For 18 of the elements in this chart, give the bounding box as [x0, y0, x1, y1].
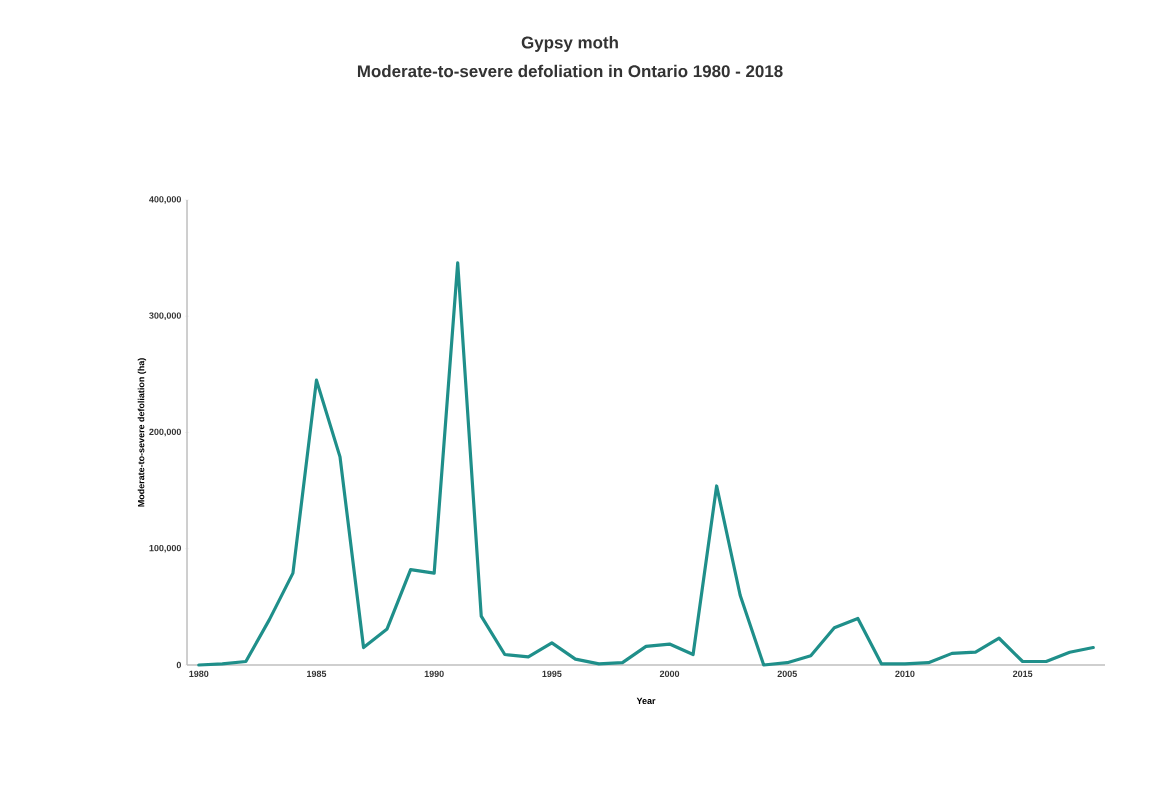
y-tick-label: 0 — [176, 661, 181, 669]
x-tick-label: 2015 — [1012, 670, 1033, 677]
y-tick-label: 100,000 — [149, 544, 181, 553]
x-tick-label: 1990 — [424, 670, 444, 677]
y-tick-label: 400,000 — [149, 196, 181, 204]
x-tick-label: 1980 — [189, 670, 209, 677]
x-tick-label: 1995 — [542, 670, 562, 677]
chart-title: Gypsy moth — [521, 36, 618, 52]
x-tick-label: 1985 — [307, 670, 327, 677]
chart-subtitle: Moderate-to-severe defoliation in Ontario 1980 - 2018 — [357, 64, 783, 78]
x-tick-label: 2000 — [659, 670, 680, 677]
y-tick-label: 300,000 — [149, 312, 181, 321]
y-axis-title: Moderate-to-severe defoliation (ha) — [137, 358, 147, 507]
line-series — [197, 261, 1095, 667]
x-tick-label: 2010 — [895, 670, 915, 677]
x-tick-label: 2005 — [777, 670, 797, 677]
x-axis-title: Year — [636, 697, 656, 705]
y-tick-label: 200,000 — [149, 428, 181, 437]
